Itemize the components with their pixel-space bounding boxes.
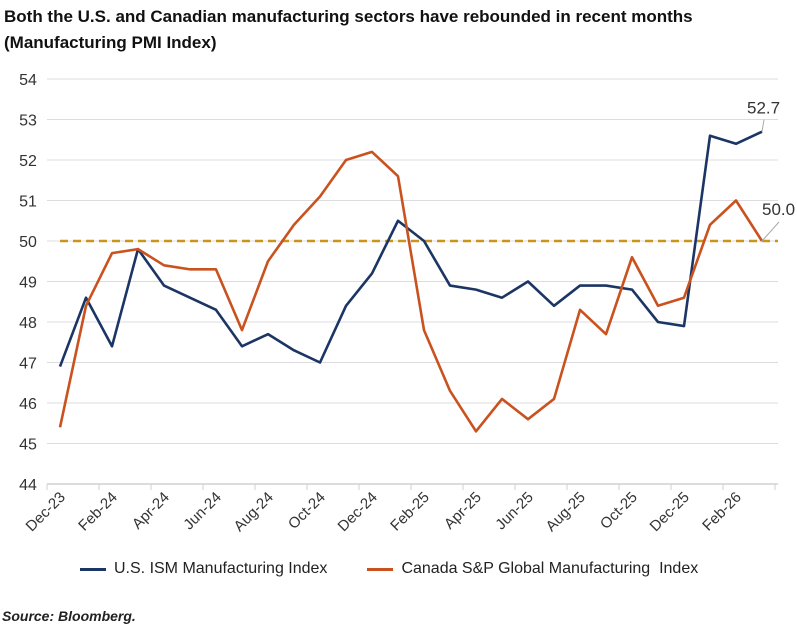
y-tick-label: 50 <box>19 234 37 251</box>
y-tick-label: 46 <box>19 396 37 413</box>
y-tick-label: 45 <box>19 437 37 454</box>
x-tick-label: Aug-24 <box>231 489 277 535</box>
end-data-label-us: 52.7 <box>747 99 780 118</box>
chart-title: Both the U.S. and Canadian manufacturing… <box>4 7 693 52</box>
y-tick-label: 49 <box>19 275 37 292</box>
y-tick-label: 44 <box>19 477 37 494</box>
legend: U.S. ISM Manufacturing Index Canada S&P … <box>80 560 698 578</box>
line-chart: 44 45 46 47 48 49 50 51 52 53 54 Dec-23 Feb-24 Apr-24… <box>19 72 795 535</box>
x-tick-label: Feb-26 <box>699 489 745 535</box>
x-tick-label: Dec-25 <box>647 489 693 535</box>
x-tick-label: Oct-25 <box>597 489 641 533</box>
y-tick-label: 54 <box>19 72 37 89</box>
legend-item-canada: Canada S&P Global Manufacturing Index <box>367 560 698 578</box>
legend-item-us: U.S. ISM Manufacturing Index <box>80 560 327 578</box>
legend-label-canada: Canada S&P Global Manufacturing Index <box>401 560 699 577</box>
canada-pmi-line <box>58 150 764 433</box>
x-tick-label: Dec-24 <box>335 489 381 535</box>
y-tick-label: 52 <box>19 153 37 170</box>
source-note: Source: Bloomberg. <box>2 608 136 624</box>
end-data-label-canada: 50.0 <box>762 200 795 219</box>
x-tick-label: Jun-25 <box>492 489 536 533</box>
y-tick-label: 53 <box>19 113 37 130</box>
x-tick-label: Oct-24 <box>285 489 329 533</box>
us-ism-line <box>58 130 763 368</box>
x-tick-label: Feb-25 <box>387 489 433 535</box>
y-tick-label: 51 <box>19 194 37 211</box>
data-label-leader <box>761 119 765 132</box>
legend-swatch-canada <box>367 567 394 571</box>
legend-label-us: U.S. ISM Manufacturing Index <box>114 560 328 577</box>
x-tick-label: Apr-24 <box>129 489 173 533</box>
x-tick-label: Jun-24 <box>180 489 224 533</box>
x-tick-label: Apr-25 <box>441 489 485 533</box>
y-tick-label: 48 <box>19 315 37 332</box>
y-tick-label: 47 <box>19 356 37 373</box>
x-tick-label: Aug-25 <box>543 489 589 535</box>
x-tick-label: Feb-24 <box>75 489 121 535</box>
legend-swatch-us <box>80 567 106 571</box>
data-label-leader <box>761 221 780 242</box>
x-tick-label: Dec-23 <box>23 489 69 535</box>
